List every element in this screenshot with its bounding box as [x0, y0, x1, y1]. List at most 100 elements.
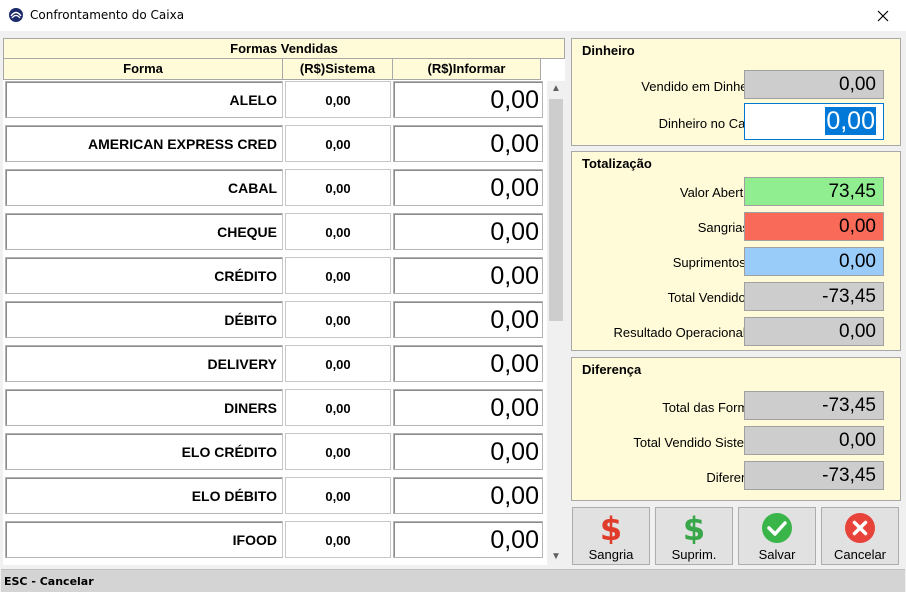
- vendido-dinheiro-label: Vendido em Dinheiro: [641, 79, 762, 94]
- diferenca-value: -73,45: [744, 461, 884, 490]
- diferenca-panel: Diferença Total das Formas -73,45 Total …: [571, 357, 901, 501]
- column-header-sistema: (R$)Sistema: [283, 59, 393, 80]
- svg-text:$: $: [683, 512, 705, 544]
- vendido-dinheiro-value: 0,00: [744, 70, 884, 99]
- total-vendido-label: Total Vendido(+): [667, 290, 762, 305]
- dialog-body: Formas Vendidas Forma (R$)Sistema (R$)In…: [1, 31, 905, 592]
- close-icon: [877, 10, 889, 21]
- sistema-cell: 0,00: [285, 477, 391, 514]
- valor-abertura-value: 73,45: [744, 177, 884, 206]
- column-header-informar: (R$)Informar: [393, 59, 541, 80]
- forma-cell: IFOOD: [5, 521, 283, 558]
- total-vendido-sistema-value: 0,00: [744, 426, 884, 455]
- sistema-cell: 0,00: [285, 389, 391, 426]
- table-row: DELIVERY 0,00 0,00: [3, 345, 545, 385]
- informar-input[interactable]: 0,00: [393, 345, 543, 382]
- informar-input[interactable]: 0,00: [393, 521, 543, 558]
- dollar-green-icon: $: [656, 512, 732, 544]
- formas-grid: Formas Vendidas Forma (R$)Sistema (R$)In…: [3, 38, 565, 565]
- table-row: AMERICAN EXPRESS CRED 0,00 0,00: [3, 125, 545, 165]
- sistema-cell: 0,00: [285, 81, 391, 118]
- salvar-button[interactable]: Salvar: [738, 507, 816, 565]
- table-row: CRÉDITO 0,00 0,00: [3, 257, 545, 297]
- dinheiro-caixa-input[interactable]: 0,00: [744, 103, 884, 140]
- window-title: Confrontamento do Caixa: [30, 8, 185, 22]
- forma-cell: DINERS: [5, 389, 283, 426]
- forma-cell: DÉBITO: [5, 301, 283, 338]
- table-row: DÉBITO 0,00 0,00: [3, 301, 545, 341]
- sangria-button[interactable]: $ Sangria: [572, 507, 650, 565]
- sistema-cell: 0,00: [285, 257, 391, 294]
- forma-cell: AMERICAN EXPRESS CRED: [5, 125, 283, 162]
- informar-input[interactable]: 0,00: [393, 81, 543, 118]
- close-button[interactable]: [860, 0, 906, 31]
- close-circle-icon: [822, 512, 898, 544]
- column-header-forma: Forma: [3, 59, 283, 80]
- total-formas-label: Total das Formas: [662, 400, 762, 415]
- sistema-cell: 0,00: [285, 125, 391, 162]
- suprimentos-label: Suprimentos(+): [672, 255, 762, 270]
- sistema-cell: 0,00: [285, 433, 391, 470]
- informar-input[interactable]: 0,00: [393, 477, 543, 514]
- sistema-cell: 0,00: [285, 169, 391, 206]
- sangria-label: Sangria: [588, 547, 634, 562]
- informar-input[interactable]: 0,00: [393, 389, 543, 426]
- app-logo-icon: [9, 8, 23, 22]
- sistema-cell: 0,00: [285, 345, 391, 382]
- dinheiro-caixa-label: Dinheiro no Caixa: [658, 116, 762, 131]
- grid-header-title: Formas Vendidas: [3, 38, 565, 59]
- total-formas-value: -73,45: [744, 391, 884, 420]
- salvar-label: Salvar: [758, 547, 796, 562]
- status-bar: ESC - Cancelar: [1, 569, 905, 592]
- table-row: CHEQUE 0,00 0,00: [3, 213, 545, 253]
- dollar-red-icon: $: [573, 512, 649, 544]
- valor-abertura-label: Valor Abertura: [679, 185, 762, 200]
- scroll-down-icon[interactable]: ▼: [551, 551, 561, 562]
- table-row: ELO CRÉDITO 0,00 0,00: [3, 433, 545, 473]
- suprimentos-value: 0,00: [744, 247, 884, 276]
- total-vendido-value: -73,45: [744, 282, 884, 311]
- status-text: ESC - Cancelar: [4, 575, 94, 588]
- totalizacao-panel: Totalização Valor Abertura 73,45 Sangria…: [571, 151, 901, 351]
- suprim-button[interactable]: $ Suprim.: [655, 507, 733, 565]
- forma-cell: CHEQUE: [5, 213, 283, 250]
- informar-input[interactable]: 0,00: [393, 433, 543, 470]
- totalizacao-title: Totalização: [582, 156, 652, 171]
- informar-input[interactable]: 0,00: [393, 213, 543, 250]
- informar-input[interactable]: 0,00: [393, 169, 543, 206]
- vertical-scrollbar[interactable]: ▲ ▼: [547, 81, 565, 565]
- check-circle-icon: [739, 512, 815, 544]
- title-bar: Confrontamento do Caixa: [0, 0, 906, 31]
- sistema-cell: 0,00: [285, 521, 391, 558]
- informar-input[interactable]: 0,00: [393, 257, 543, 294]
- forma-cell: CABAL: [5, 169, 283, 206]
- dinheiro-title: Dinheiro: [582, 43, 635, 58]
- table-row: CABAL 0,00 0,00: [3, 169, 545, 209]
- table-row: DINERS 0,00 0,00: [3, 389, 545, 429]
- scroll-thumb[interactable]: [549, 99, 563, 321]
- forma-cell: ELO DÉBITO: [5, 477, 283, 514]
- informar-input[interactable]: 0,00: [393, 301, 543, 338]
- informar-input[interactable]: 0,00: [393, 125, 543, 162]
- forma-cell: ALELO: [5, 81, 283, 118]
- resultado-operacional-value: 0,00: [744, 317, 884, 346]
- forma-cell: DELIVERY: [5, 345, 283, 382]
- sistema-cell: 0,00: [285, 213, 391, 250]
- scroll-up-icon[interactable]: ▲: [551, 83, 561, 94]
- dinheiro-panel: Dinheiro Vendido em Dinheiro 0,00 Dinhei…: [571, 38, 901, 146]
- svg-text:$: $: [600, 512, 622, 544]
- cancelar-button[interactable]: Cancelar: [821, 507, 899, 565]
- sistema-cell: 0,00: [285, 301, 391, 338]
- forma-cell: ELO CRÉDITO: [5, 433, 283, 470]
- resultado-operacional-label: Resultado Operacional(=): [613, 325, 763, 340]
- table-row: ELO DÉBITO 0,00 0,00: [3, 477, 545, 517]
- suprim-label: Suprim.: [671, 547, 717, 562]
- cancelar-label: Cancelar: [833, 547, 887, 562]
- forma-cell: CRÉDITO: [5, 257, 283, 294]
- table-row: ALELO 0,00 0,00: [3, 81, 545, 121]
- total-vendido-sistema-label: Total Vendido Sistema: [633, 435, 762, 450]
- diferenca-title: Diferença: [582, 362, 642, 377]
- sangrias-value: 0,00: [744, 212, 884, 241]
- table-row: IFOOD 0,00 0,00: [3, 521, 545, 561]
- grid-rows: ALELO 0,00 0,00 AMERICAN EXPRESS CRED 0,…: [3, 81, 545, 565]
